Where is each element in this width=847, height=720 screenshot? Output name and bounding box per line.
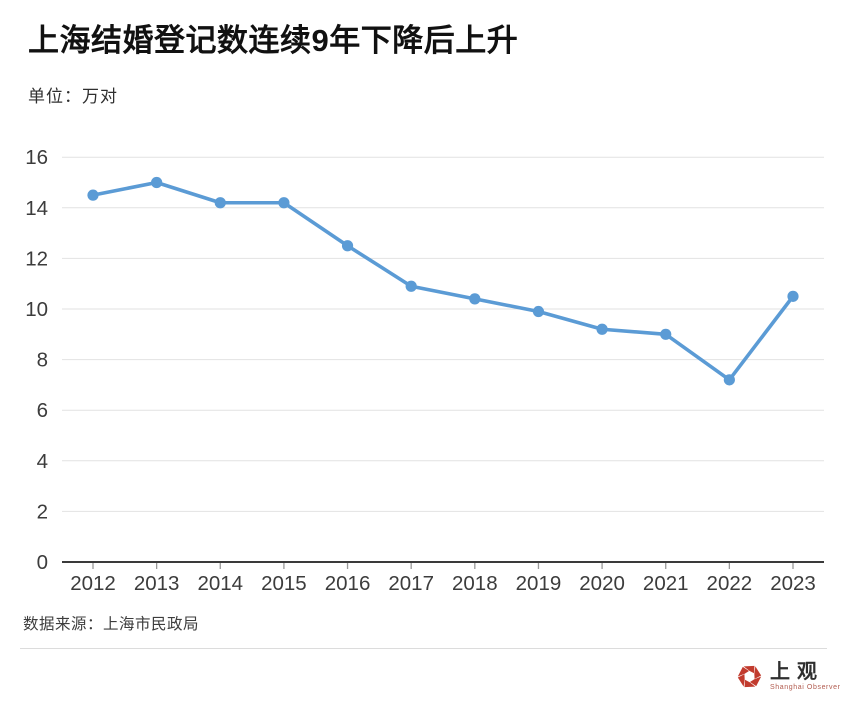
logo-text: 上观 Shanghai Observer [770,660,841,691]
aperture-blade [754,665,762,679]
data-point [723,374,735,386]
page-title: 上海结婚登记数连续9年下降后上升 [28,23,519,58]
x-tick-label: 2016 [325,572,371,595]
y-tick-label: 12 [25,247,48,270]
x-tick-label: 2022 [707,572,753,595]
data-source-label: 数据来源：上海市民政局 [23,616,200,633]
data-point [596,323,608,335]
aperture-blade [743,665,755,673]
logo-subtitle: Shanghai Observer [770,683,841,691]
aperture-blade [749,676,762,686]
aperture-blade [737,673,745,687]
y-tick-label: 6 [37,399,48,422]
data-point [787,290,799,302]
x-tick-label: 2013 [134,572,180,595]
x-tick-label: 2017 [388,572,434,595]
series-line [91,180,795,382]
data-point [341,240,354,252]
data-point [151,176,163,189]
data-point [469,293,481,305]
x-tick-label: 2018 [452,572,498,595]
y-tick-label: 0 [37,551,48,574]
footer-divider [20,648,827,649]
x-tick-label: 2015 [261,572,307,595]
data-point [214,197,226,209]
aperture-blade [744,679,756,687]
unit-label: 单位：万对 [28,87,118,106]
aperture-logo-icon [737,665,762,687]
data-point [660,328,672,340]
x-tick-label: 2023 [770,572,816,595]
data-point [532,305,545,318]
aperture-blade [737,666,750,676]
y-tick-label: 10 [25,298,48,321]
y-tick-label: 8 [37,349,48,372]
x-tick-label: 2019 [516,572,562,595]
data-point [87,189,99,201]
y-tick-label: 16 [25,146,48,169]
data-point [278,197,290,209]
x-tick-label: 2012 [70,572,116,595]
shanghai-observer-logo: 上观 Shanghai Observer [736,660,841,692]
line-chart: 0 2 4 6 8 10 12 14 16 2012 2013 2014 2015 2016 2017 201… [25,146,824,595]
data-point [405,280,417,292]
y-tick-label: 14 [25,197,48,220]
y-tick-label: 4 [37,450,48,473]
x-tick-label: 2014 [197,572,243,595]
y-tick-label: 2 [37,500,48,523]
logo-name: 上观 [770,660,824,683]
x-tick-label: 2020 [579,572,625,595]
x-tick-label: 2021 [643,572,689,595]
